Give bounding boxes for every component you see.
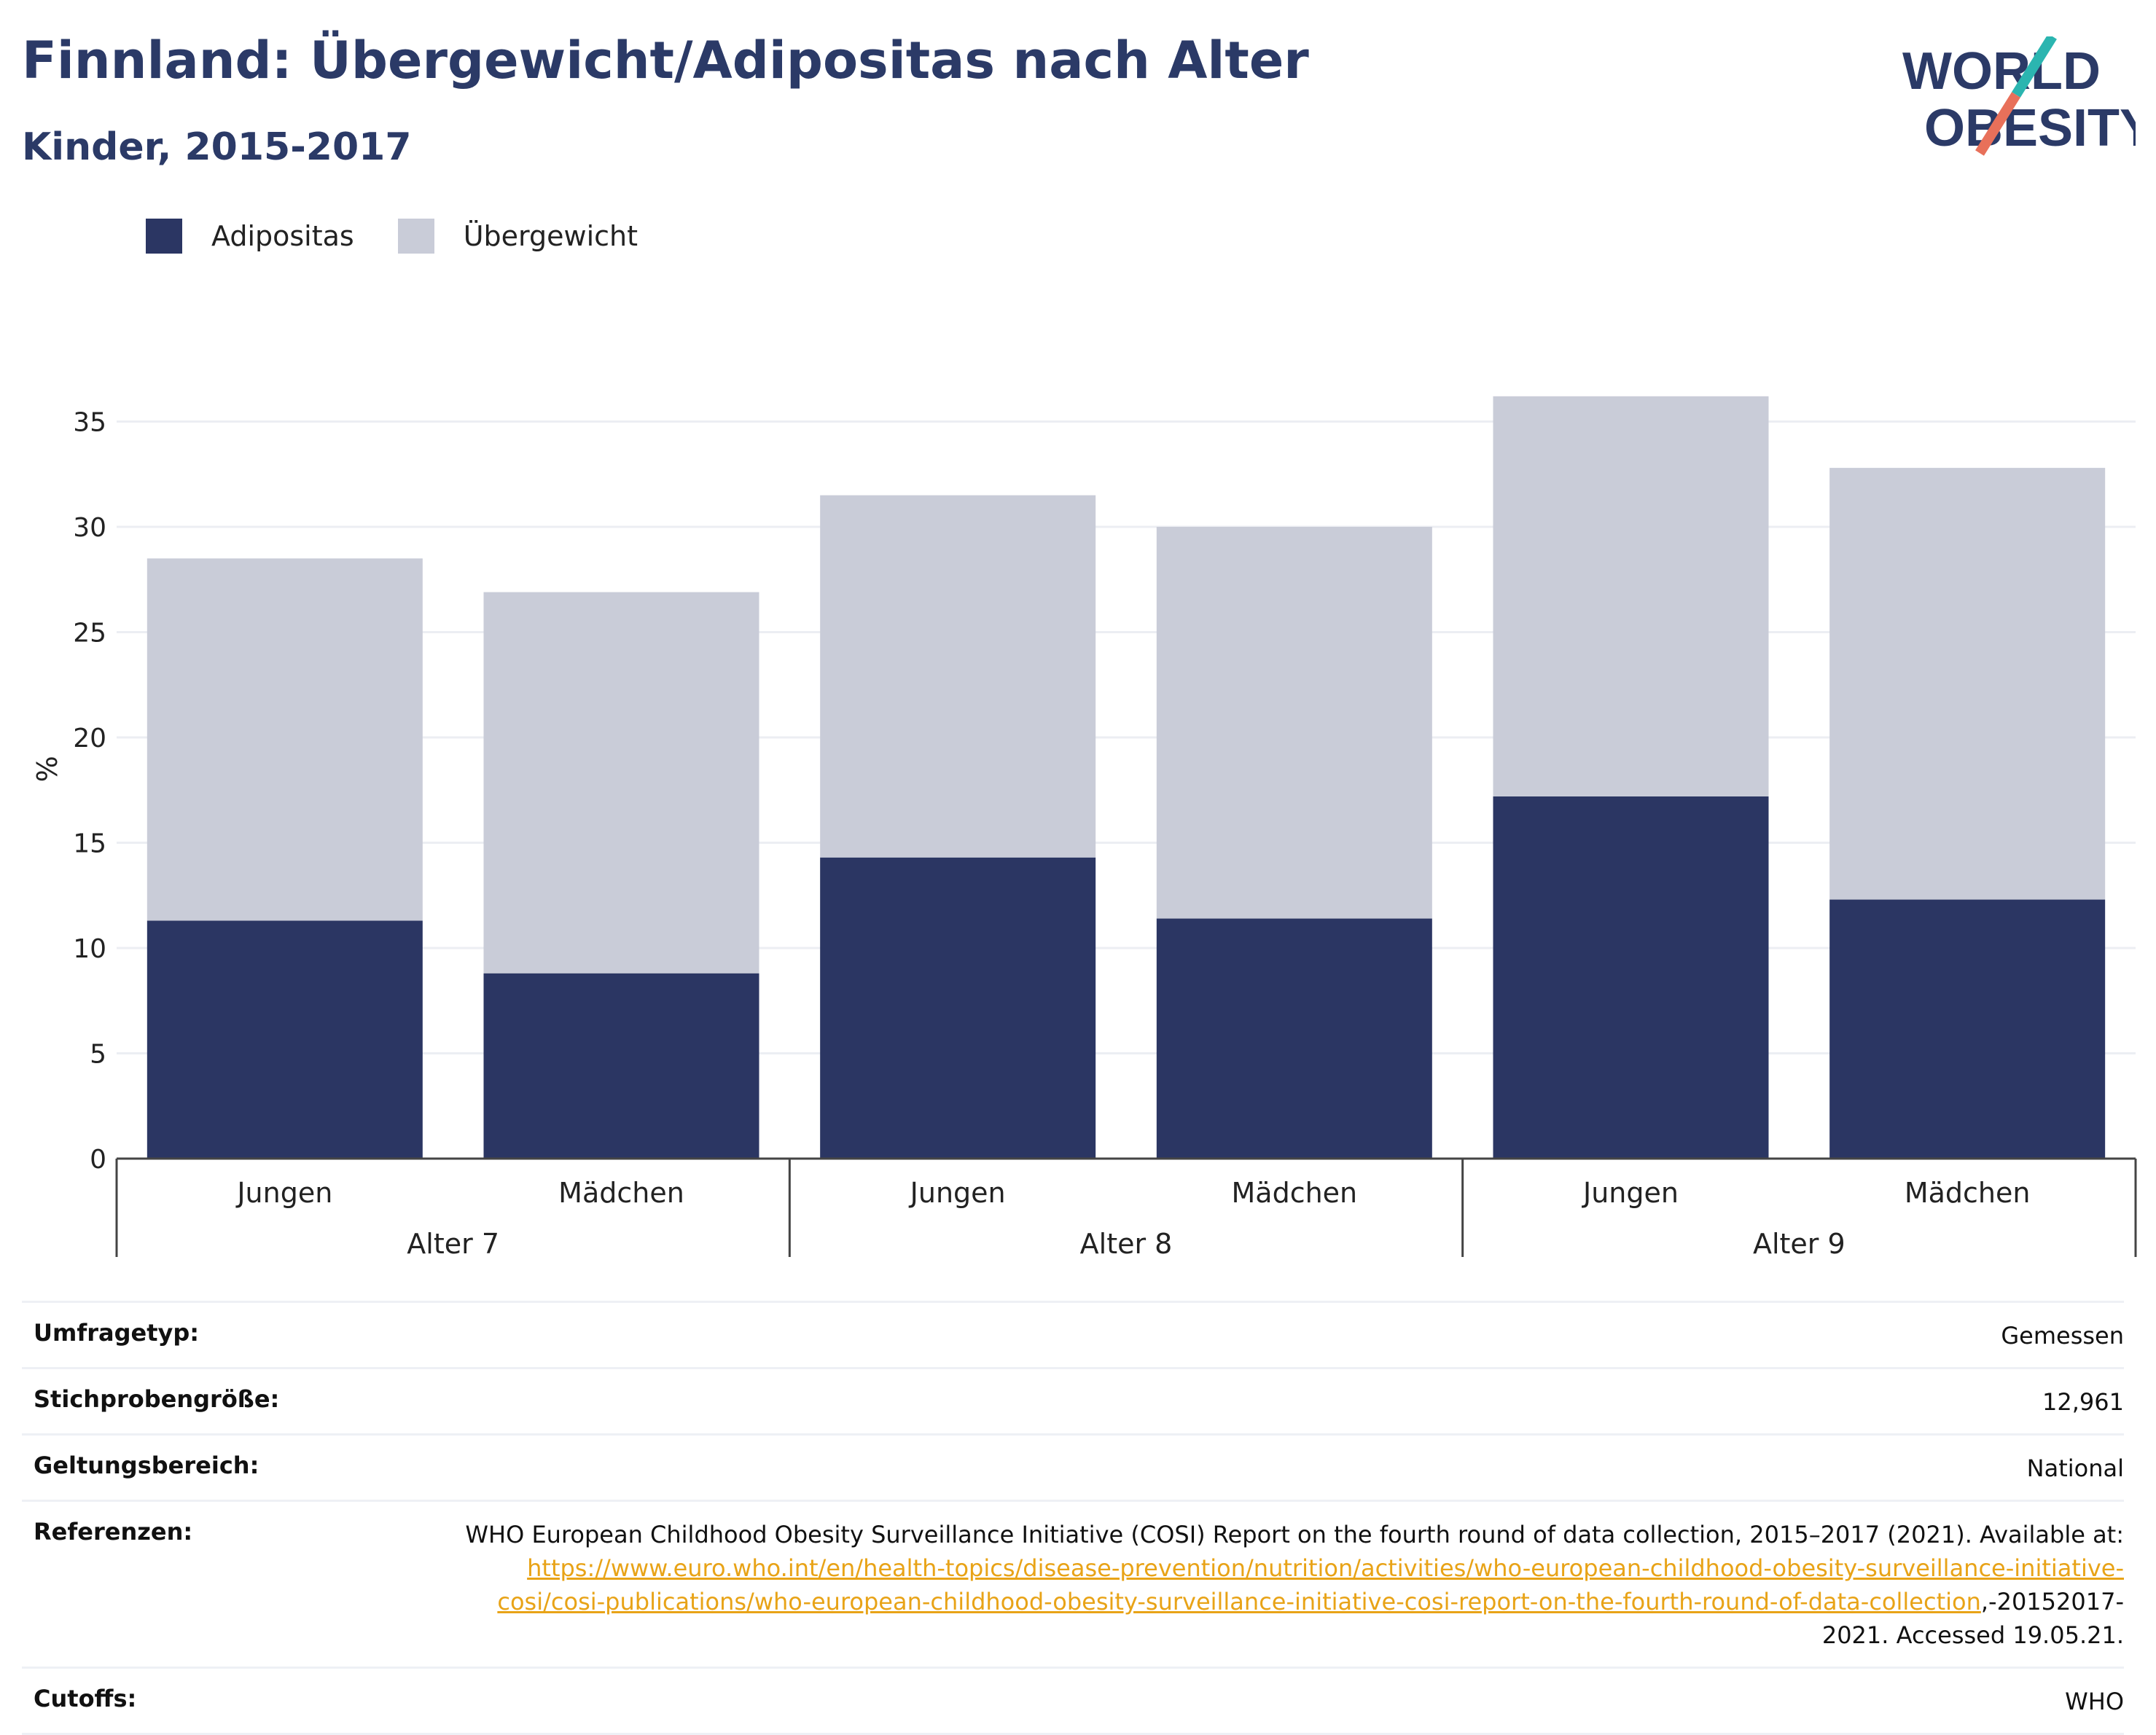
metadata-table: Umfragetyp: Gemessen Stichprobengröße: 1…	[22, 1301, 2124, 1735]
legend-item-adipositas[interactable]: Adipositas	[146, 219, 354, 254]
chart-subtitle: Kinder, 2015-2017	[22, 125, 412, 169]
bar-adipositas	[1156, 918, 1432, 1159]
bar-adipositas	[1493, 796, 1769, 1159]
x-tick-label: Mädchen	[558, 1177, 684, 1209]
logo-slash-teal	[2012, 36, 2057, 98]
logo-line1: WORLD	[1902, 42, 2101, 101]
meta-value: 12,961	[2042, 1388, 2124, 1416]
bar-adipositas	[820, 857, 1096, 1159]
group-label: Alter 9	[1753, 1228, 1846, 1260]
world-obesity-logo: WORLD OBESITY	[1902, 36, 2136, 157]
x-tick-label: Mädchen	[1232, 1177, 1358, 1209]
reference-text: WHO European Childhood Obesity Surveilla…	[465, 1521, 2124, 1548]
bar-uebergewicht	[147, 558, 423, 921]
meta-key: Cutoffs:	[34, 1685, 137, 1712]
y-tick-label: 5	[90, 1040, 106, 1070]
y-tick-label: 25	[73, 619, 106, 649]
meta-value: WHO	[2065, 1688, 2124, 1715]
legend-label-adipositas: Adipositas	[211, 220, 354, 252]
meta-key: Referenzen:	[34, 1518, 193, 1546]
legend-swatch-adipositas	[146, 219, 182, 254]
meta-value: National	[2026, 1454, 2124, 1482]
y-tick-label: 10	[73, 934, 106, 964]
meta-value: WHO European Childhood Obesity Surveilla…	[462, 1518, 2124, 1652]
x-tick-label: Mädchen	[1905, 1177, 2031, 1209]
reference-link[interactable]: https://www.euro.who.int/en/health-topic…	[497, 1554, 2124, 1615]
x-tick-label: Jungen	[1582, 1177, 1679, 1209]
y-tick-label: 30	[73, 513, 106, 543]
bar-adipositas	[147, 920, 423, 1159]
x-tick-label: Jungen	[235, 1177, 332, 1209]
bar-uebergewicht	[483, 592, 759, 974]
meta-key: Geltungsbereich:	[34, 1452, 259, 1479]
meta-value: Gemessen	[2001, 1322, 2124, 1350]
y-tick-label: 35	[73, 408, 106, 438]
bar-uebergewicht	[1156, 527, 1432, 919]
chart-legend: Adipositas Übergewicht	[146, 217, 681, 255]
bar-uebergewicht	[820, 495, 1096, 858]
x-tick-label: Jungen	[909, 1177, 1006, 1209]
group-label: Alter 8	[1080, 1228, 1173, 1260]
y-axis-label: %	[31, 756, 63, 782]
meta-row-references: Referenzen: WHO European Childhood Obesi…	[22, 1500, 2124, 1667]
meta-row-sample-size: Stichprobengröße: 12,961	[22, 1367, 2124, 1433]
reference-accessed: ,-20152017-2021. Accessed 19.05.21.	[1821, 1588, 2124, 1649]
bar-adipositas	[483, 973, 759, 1159]
bar-uebergewicht	[1829, 468, 2106, 900]
chart-title: Finnland: Übergewicht/Adipositas nach Al…	[22, 31, 1309, 90]
y-tick-label: 0	[90, 1145, 106, 1175]
logo-slash-red	[1975, 92, 2020, 156]
bar-uebergewicht	[1493, 396, 1769, 796]
legend-item-uebergewicht[interactable]: Übergewicht	[397, 219, 638, 254]
group-label: Alter 7	[407, 1228, 499, 1260]
meta-row-scope: Geltungsbereich: National	[22, 1433, 2124, 1500]
bar-adipositas	[1829, 899, 2106, 1159]
legend-swatch-uebergewicht	[397, 219, 434, 254]
meta-key: Stichprobengröße:	[34, 1385, 280, 1413]
stacked-bar-chart: 0 5 10 15 20 25 30 35% Jungen Mädchen Jungen Mädche…	[31, 396, 2137, 1260]
y-tick-label: 15	[73, 829, 106, 859]
legend-label-uebergewicht: Übergewicht	[463, 220, 638, 252]
logo-line2: OBESITY	[1924, 99, 2136, 157]
meta-row-cutoffs: Cutoffs: WHO	[22, 1667, 2124, 1735]
y-tick-label: 20	[73, 724, 106, 753]
meta-key: Umfragetyp:	[34, 1319, 200, 1347]
meta-row-survey-type: Umfragetyp: Gemessen	[22, 1301, 2124, 1367]
